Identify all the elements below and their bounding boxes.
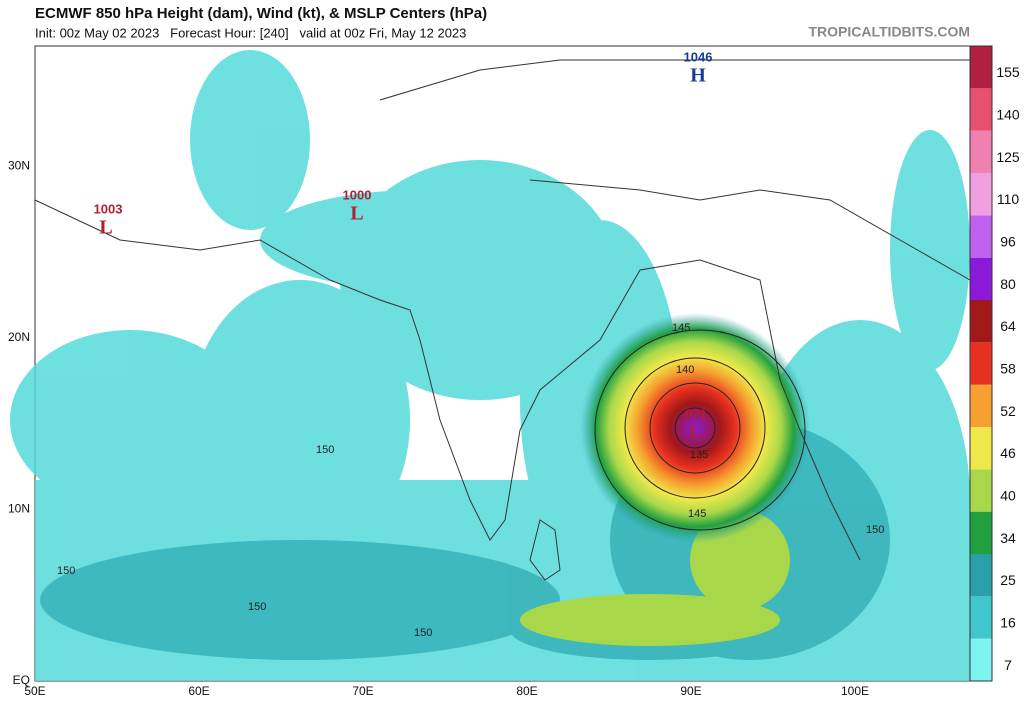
lat-label: 10N [8,502,30,516]
center-value: 1003 [94,201,123,216]
contour-label: 135 [690,449,708,461]
cyclone-winds [580,313,810,543]
coastlines [34,59,971,581]
contour-label: 140 [676,364,694,376]
title: ECMWF 850 hPa Height (dam), Wind (kt), &… [35,5,487,22]
colorbar-label: 7 [1004,657,1012,673]
lat-label: 20N [8,330,30,344]
colorbar-band [970,300,992,343]
center-letter: L [99,217,112,239]
lon-label: 50E [24,684,45,698]
colorbar-band [970,130,992,173]
colorbar-band [970,638,992,681]
colorbar-label: 110 [997,191,1020,207]
colorbar-label: 16 [1000,615,1016,631]
lat-label: 30N [8,159,30,173]
lon-label: 100E [841,684,869,698]
source: TROPICALTIDBITS.COM [808,24,970,40]
colorbar-band [970,384,992,427]
center-value: 1000 [343,187,372,202]
colorbar-frame [969,45,993,682]
colorbar-label: 52 [1000,403,1016,419]
contour-labels: 145 140 135 145 150 150 150 150 150 [57,322,884,639]
lon-label: 80E [516,684,537,698]
center-letter: H [690,65,706,87]
center-value: 971 [685,406,707,421]
colorbar-label: 155 [996,64,1020,80]
contour-label: 150 [414,627,432,639]
colorbar-label: 80 [1000,276,1016,292]
contour-label: 145 [672,322,690,334]
wind-band [520,594,780,646]
center-letter: L [350,203,363,225]
colorbar-band [970,88,992,131]
colorbar-band [970,215,992,258]
colorbar-band [970,511,992,554]
map-area: 145 140 135 145 150 150 150 150 150 1046… [10,45,971,682]
contour-label: 150 [57,565,75,577]
colorbar-label: 46 [1000,445,1016,461]
colorbar-label: 140 [996,107,1020,123]
colorbar-band [970,554,992,597]
colorbar-band [970,469,992,512]
colorbar-band [970,596,992,639]
colorbar-label: 96 [1000,234,1016,250]
axes: 50E 60E 70E 80E 90E 100E EQ 10N 20N 30N [8,159,869,699]
pressure-centers: 1046 H 1003 L 1000 L 971 L [94,49,713,443]
colorbar-label: 34 [1000,530,1016,546]
colorbar-band [970,46,992,89]
colorbar-band [970,427,992,470]
subtitle: Init: 00z May 02 2023 Forecast Hour: [24… [35,25,466,40]
colorbar-label: 25 [1000,572,1016,588]
lon-label: 70E [352,684,373,698]
colorbar-label: 64 [1000,318,1016,334]
lon-label: 60E [188,684,209,698]
lon-label: 90E [680,684,701,698]
colorbar-label: 40 [1000,488,1016,504]
colorbar: 7 16 25 34 40 46 52 58 64 80 96 110 125 140 155 [969,45,1020,682]
contour-label: 145 [688,508,706,520]
colorbar-label: 58 [1000,361,1016,377]
height-contours [594,329,806,531]
contour-label: 150 [248,601,266,613]
center-letter: L [689,422,702,444]
contour-label: 150 [316,444,334,456]
colorbar-band [970,173,992,216]
center-value: 1046 [684,49,713,64]
colorbar-band [970,257,992,300]
lat-label: EQ [13,673,30,687]
contour-label: 150 [866,524,884,536]
colorbar-band [970,342,992,385]
colorbar-label: 125 [996,149,1020,165]
